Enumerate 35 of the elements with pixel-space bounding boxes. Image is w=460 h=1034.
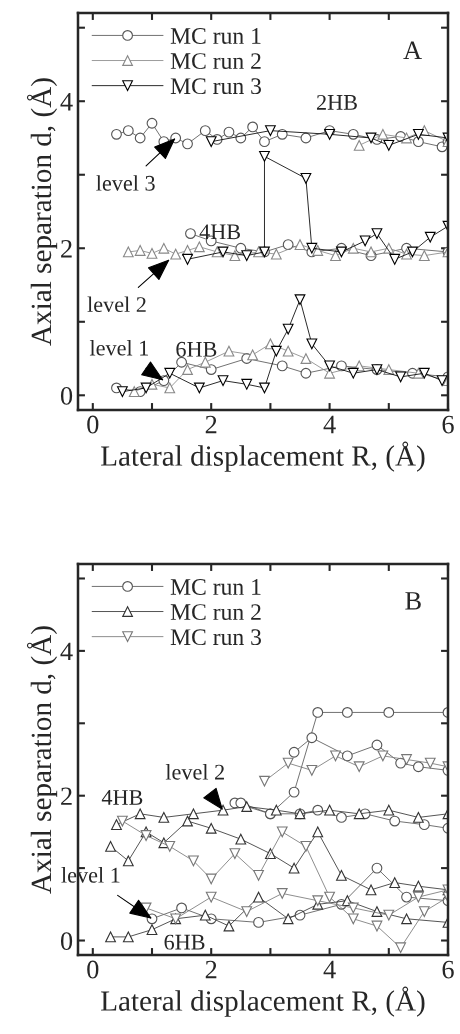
y-tick-label: 0	[60, 386, 73, 405]
annotation: 4HB	[199, 224, 240, 240]
annotation: 6HB	[176, 341, 217, 357]
legend-label: MC run 3	[170, 78, 261, 95]
annotation: level 1	[89, 339, 148, 356]
y-tick-label: 4	[60, 642, 73, 661]
annotation: A	[403, 41, 422, 60]
y-tick-label: 0	[60, 932, 73, 950]
x-axis-title: Lateral displacement R, (Å)	[101, 441, 425, 472]
annotation: 6HB	[164, 934, 205, 950]
annotation: level 3	[96, 175, 155, 191]
legend-label: MC run 2	[170, 53, 261, 70]
annotation: level 2	[87, 296, 146, 313]
legend-label: MC run 2	[170, 604, 261, 621]
legend-label: MC run 3	[170, 629, 261, 646]
x-tick-label: 6	[442, 415, 454, 434]
x-tick-label: 4	[323, 960, 336, 979]
annotation: 4HB	[101, 790, 143, 805]
y-tick-label: 4	[60, 93, 73, 111]
y-axis-title: Axial separation d, (Å)	[26, 626, 58, 894]
legend-label: MC run 1	[170, 579, 261, 595]
x-tick-label: 4	[323, 415, 336, 434]
x-tick-label: 2	[205, 415, 217, 434]
y-tick-label: 2	[61, 787, 72, 805]
x-tick-label: 0	[87, 960, 99, 979]
annotation: level 2	[165, 764, 224, 780]
annotation: B	[405, 592, 421, 610]
y-tick-label: 2	[61, 239, 72, 258]
y-axis-title: Axial separation d, (Å)	[26, 78, 58, 346]
x-tick-label: 0	[87, 415, 99, 434]
annotation: 2HB	[316, 94, 357, 110]
x-tick-label: 2	[205, 960, 217, 979]
x-axis-title: Lateral displacement R, (Å)	[101, 986, 425, 1017]
legend-label: MC run 1	[170, 28, 261, 44]
x-tick-label: 6	[442, 960, 454, 979]
